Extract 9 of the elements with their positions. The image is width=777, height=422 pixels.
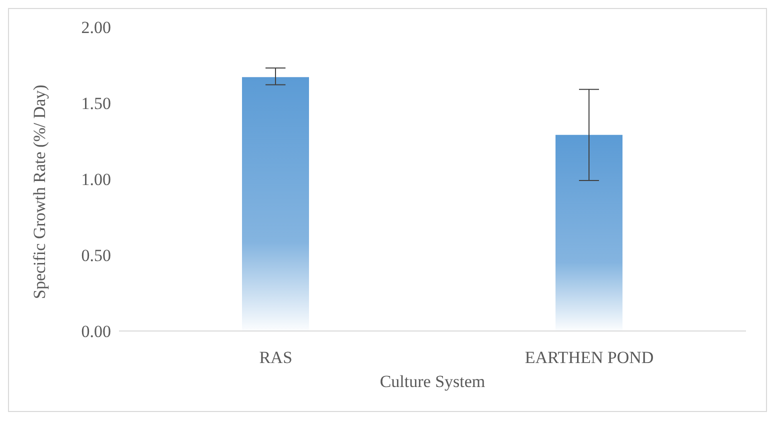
y-tick-label: 0.00 bbox=[81, 322, 111, 342]
x-tick-label: RAS bbox=[259, 348, 292, 368]
y-tick-label: 1.00 bbox=[81, 170, 111, 190]
x-axis-title: Culture System bbox=[380, 372, 486, 391]
y-tick-label: 1.50 bbox=[81, 94, 111, 114]
y-tick-label: 2.00 bbox=[81, 18, 111, 38]
y-axis-title: Specific Growth Rate (%/ Day) bbox=[30, 84, 50, 299]
x-tick-label: EARTHEN POND bbox=[524, 348, 654, 368]
y-tick-label: 0.50 bbox=[81, 246, 111, 266]
